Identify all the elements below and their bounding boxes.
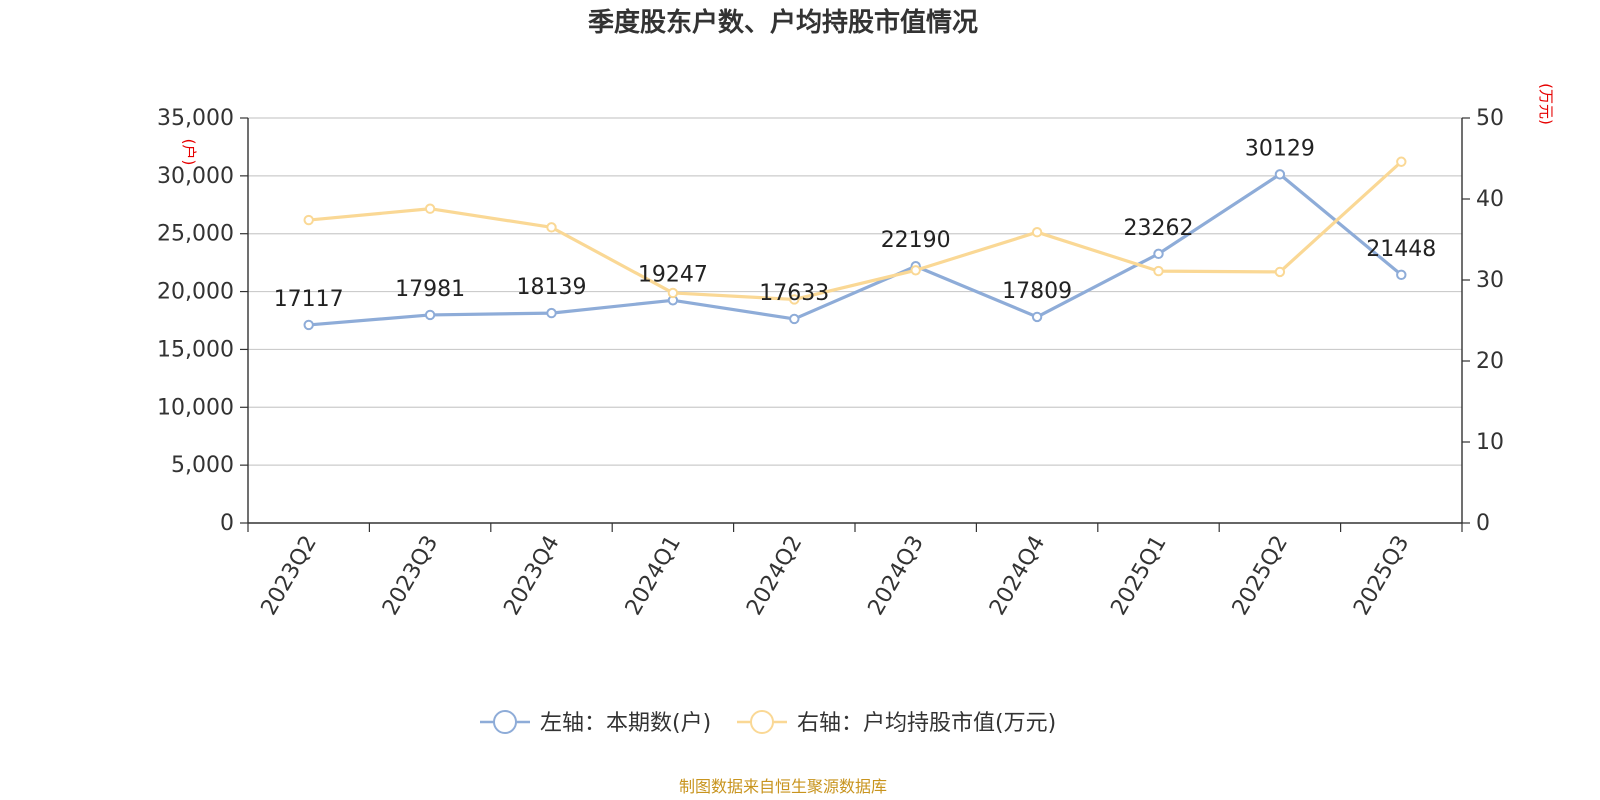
legend-label: 左轴：本期数(户) bbox=[540, 711, 711, 736]
x-tick-label: 2024Q1 bbox=[621, 532, 686, 620]
data-point bbox=[1274, 169, 1286, 180]
series-line-1 bbox=[308, 160, 1403, 302]
left-tick-label: 10,000 bbox=[157, 395, 234, 420]
data-point bbox=[1153, 248, 1164, 260]
legend: 左轴：本期数(户) 右轴：户均持股市值(万元) bbox=[480, 710, 1056, 736]
right-tick-label: 30 bbox=[1476, 268, 1504, 293]
source-note: 制图数据来自恒生聚源数据库 bbox=[679, 777, 887, 796]
data-point bbox=[789, 313, 800, 325]
data-label: 17981 bbox=[395, 277, 465, 302]
left-tick-label: 20,000 bbox=[157, 280, 234, 305]
data-point bbox=[424, 203, 436, 214]
x-tick-label: 2025Q3 bbox=[1349, 532, 1414, 620]
data-label: 22190 bbox=[881, 228, 951, 253]
data-point bbox=[1274, 266, 1286, 278]
data-label: 17809 bbox=[1002, 279, 1072, 304]
x-tick-label: 2025Q2 bbox=[1228, 532, 1293, 620]
left-tick-label: 0 bbox=[220, 511, 234, 536]
legend-marker bbox=[750, 710, 774, 734]
data-point bbox=[1396, 269, 1407, 281]
x-tick-label: 2025Q1 bbox=[1106, 532, 1171, 620]
series-line-0 bbox=[308, 172, 1403, 327]
left-tick-label: 35,000 bbox=[157, 106, 234, 131]
right-tick-label: 0 bbox=[1476, 511, 1490, 536]
x-ticks: 2023Q2 2023Q3 2023Q4 2024Q1 2024Q2 2024Q3 2024… bbox=[257, 532, 1415, 620]
x-tick-label: 2024Q4 bbox=[985, 532, 1050, 620]
data-label: 17633 bbox=[759, 281, 829, 306]
right-axis-unit: (万元) bbox=[1537, 83, 1555, 125]
data-point bbox=[546, 307, 557, 319]
data-point bbox=[1396, 156, 1407, 167]
left-tick-label: 25,000 bbox=[157, 222, 234, 247]
x-tick-label: 2024Q2 bbox=[742, 532, 807, 620]
data-label: 19247 bbox=[638, 262, 708, 287]
data-point bbox=[1031, 227, 1043, 238]
left-tick-label: 15,000 bbox=[157, 337, 234, 362]
chart-title: 季度股东户数、户均持股市值情况 bbox=[588, 7, 978, 38]
data-point bbox=[546, 222, 557, 233]
data-point bbox=[303, 319, 314, 331]
series-layer bbox=[303, 156, 1407, 331]
data-label: 17117 bbox=[274, 287, 344, 312]
data-label: 18139 bbox=[517, 275, 587, 300]
x-tick-label: 2023Q3 bbox=[378, 532, 443, 620]
legend-label: 右轴：户均持股市值(万元) bbox=[797, 711, 1056, 736]
left-tick-label: 30,000 bbox=[157, 164, 234, 189]
right-tick-label: 50 bbox=[1476, 106, 1504, 131]
x-tick-label: 2023Q2 bbox=[257, 532, 322, 620]
data-point bbox=[789, 294, 800, 305]
data-point bbox=[303, 214, 314, 226]
data-label: 21448 bbox=[1366, 237, 1436, 262]
data-label: 23262 bbox=[1124, 216, 1194, 241]
x-tick-label: 2024Q3 bbox=[864, 532, 929, 620]
data-point bbox=[1031, 311, 1043, 323]
legend-marker bbox=[493, 710, 517, 734]
data-point bbox=[910, 265, 921, 276]
left-y-ticks: 0 5,000 10,000 15,000 20,000 25,000 30,000 35,0… bbox=[157, 106, 234, 536]
left-axis-unit: (户) bbox=[180, 139, 198, 166]
data-label: 30129 bbox=[1245, 136, 1315, 161]
data-point bbox=[667, 287, 679, 299]
right-tick-label: 40 bbox=[1476, 187, 1504, 212]
data-labels: 17117 17981 18139 19247 17633 22190 17809 23262… bbox=[274, 136, 1437, 312]
x-tick-label: 2023Q4 bbox=[499, 532, 564, 620]
data-point bbox=[1153, 265, 1164, 277]
axes bbox=[240, 117, 1470, 532]
left-tick-label: 5,000 bbox=[171, 453, 234, 478]
right-tick-label: 10 bbox=[1476, 430, 1504, 455]
grid-lines bbox=[248, 117, 1462, 466]
right-tick-label: 20 bbox=[1476, 349, 1504, 374]
right-y-ticks: 0 10 20 30 40 50 bbox=[1476, 106, 1504, 536]
data-point bbox=[424, 309, 436, 321]
